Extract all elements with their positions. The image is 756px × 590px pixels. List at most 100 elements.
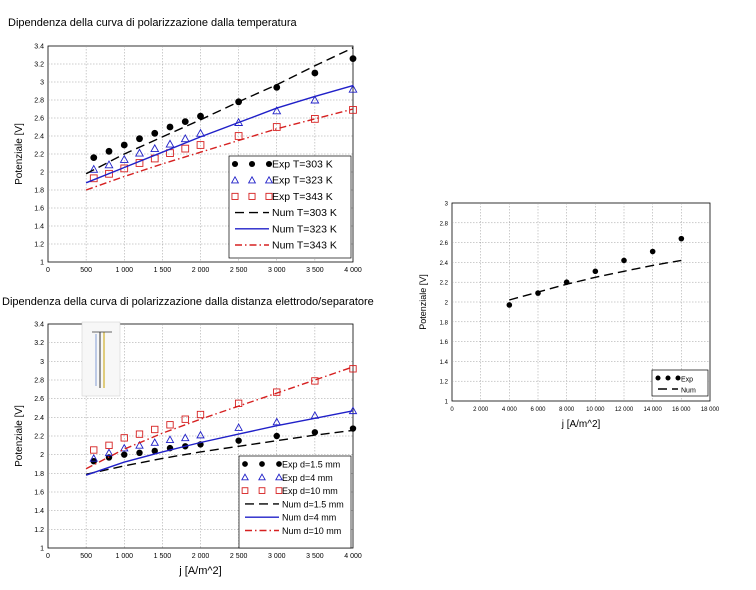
y-tick-label: 2.6 (440, 241, 449, 247)
x-tick-label: 16 000 (672, 407, 691, 413)
x-tick-label: 1 000 (115, 267, 133, 274)
series-line (509, 259, 682, 301)
legend-marker (665, 375, 671, 381)
data-point (235, 437, 242, 444)
x-tick-label: 3 500 (306, 553, 324, 560)
y-tick-label: 3.2 (34, 62, 44, 69)
y-tick-label: 1.2 (440, 380, 449, 386)
data-point (150, 143, 160, 153)
data-point (649, 248, 656, 255)
legend-marker (248, 160, 256, 168)
x-axis-label: j [A/m^2] (178, 565, 221, 577)
legend: Exp d=1.5 mm Exp d=4 mm Exp d=10 mm Num d=1… (238, 455, 352, 549)
y-tick-label: 1.4 (440, 360, 449, 366)
y-tick-label: 2.6 (34, 396, 44, 403)
y-tick-label: 2.8 (34, 98, 44, 105)
data-point (311, 69, 319, 77)
y-tick-label: 2.8 (440, 221, 449, 227)
legend-marker (248, 192, 256, 200)
y-tick-label: 1.6 (440, 340, 449, 346)
data-point (180, 134, 190, 143)
legend: Exp Num (651, 369, 709, 397)
y-tick-label: 2.4 (440, 261, 449, 267)
y-tick-label: 2.2 (34, 434, 44, 441)
legend-marker (241, 487, 249, 494)
y-tick-label: 1 (40, 546, 44, 553)
x-tick-label: 1 500 (154, 553, 172, 560)
x-tick-label: 3 500 (306, 267, 324, 274)
y-tick-label: 1 (445, 400, 449, 406)
x-tick-label: 14 000 (643, 407, 662, 413)
y-axis-label: Potenziale [V] (418, 274, 428, 330)
series-line (85, 410, 354, 476)
series-exp-t-323-k (89, 84, 358, 173)
x-tick-label: 3 000 (268, 553, 286, 560)
y-tick-label: 2 (40, 170, 44, 177)
legend-marker (231, 192, 239, 200)
x-tick-label: 4 000 (344, 553, 362, 560)
data-point (105, 441, 113, 449)
y-tick-label: 3 (40, 80, 44, 87)
data-point (181, 415, 189, 423)
data-point (104, 160, 114, 169)
legend-marker (242, 461, 248, 467)
legend-label: Num T=303 K (272, 207, 337, 219)
series-line (85, 429, 354, 475)
data-point (196, 141, 205, 149)
legend-box (238, 455, 352, 549)
series-line (85, 108, 354, 191)
legend-marker (264, 175, 274, 184)
series-line (85, 366, 354, 470)
y-tick-label: 3.4 (34, 44, 44, 51)
legend-marker (247, 175, 257, 184)
data-point (151, 425, 159, 434)
y-tick-label: 3.4 (34, 322, 44, 329)
y-tick-label: 2 (40, 452, 44, 459)
y-tick-label: 1.8 (34, 471, 44, 478)
data-point (272, 417, 282, 426)
y-tick-label: 1 (40, 260, 44, 267)
data-point (181, 144, 190, 153)
data-point (121, 451, 128, 458)
x-tick-label: 4 000 (344, 267, 362, 274)
series-num-t-343-k (85, 108, 354, 191)
legend-marker (231, 160, 239, 168)
legend-box (651, 369, 709, 397)
legend-marker (276, 461, 282, 467)
data-point (180, 433, 190, 442)
x-tick-label: 1 500 (154, 267, 172, 274)
y-tick-label: 1.8 (34, 188, 44, 195)
data-point (349, 55, 357, 62)
data-point (311, 429, 319, 436)
x-tick-label: 0 (46, 267, 50, 274)
legend-marker (258, 473, 266, 481)
legend-marker (275, 487, 283, 494)
legend-label: Num (681, 388, 696, 395)
legend-marker (675, 375, 681, 381)
y-tick-label: 2.2 (34, 152, 44, 159)
y-tick-label: 1.6 (34, 206, 44, 213)
data-point (621, 257, 627, 264)
data-point (119, 154, 129, 163)
data-point (310, 95, 320, 104)
y-tick-label: 1.4 (34, 224, 44, 231)
legend-label: Num T=343 K (272, 240, 337, 252)
data-point (151, 447, 158, 455)
series-num-d-1-5-mm (85, 429, 354, 475)
data-point (196, 430, 205, 439)
legend-label: Exp d=10 mm (282, 486, 338, 496)
x-tick-label: 0 (46, 553, 50, 560)
chart-title: Dipendenza della curva di polarizzazione… (8, 17, 297, 29)
legend-label: Exp d=1.5 mm (282, 460, 340, 470)
data-point (196, 410, 205, 419)
legend-marker (259, 461, 265, 467)
y-tick-label: 2.8 (34, 378, 44, 385)
series-line (85, 47, 354, 175)
legend-label: Exp T=303 K (272, 159, 333, 171)
legend-marker (275, 473, 283, 481)
data-point (197, 112, 204, 120)
x-tick-label: 500 (80, 553, 92, 560)
y-tick-label: 1.2 (34, 242, 44, 249)
x-tick-label: 2 500 (230, 553, 248, 560)
x-tick-label: 4 000 (502, 407, 518, 413)
